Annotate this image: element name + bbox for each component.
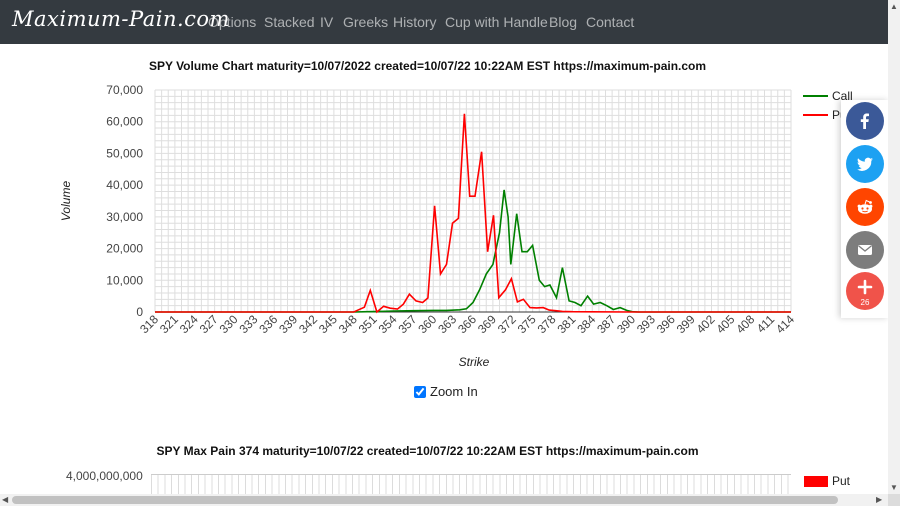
volume-chart-title: SPY Volume Chart maturity=10/07/2022 cre… bbox=[148, 59, 707, 73]
x-tick-label: 357 bbox=[395, 312, 419, 336]
scroll-left-icon[interactable]: ◀ bbox=[2, 495, 9, 504]
x-tick-label: 366 bbox=[455, 312, 479, 336]
x-tick-label: 327 bbox=[197, 312, 221, 336]
series-line-put bbox=[155, 113, 791, 314]
legend-label-call: Call bbox=[832, 89, 853, 103]
share-count: 26 bbox=[860, 298, 870, 307]
series-line-call bbox=[155, 189, 791, 313]
nav-options[interactable]: Options bbox=[208, 14, 257, 30]
max-pain-chart-plot bbox=[151, 474, 791, 495]
y-tick-label: 20,000 bbox=[106, 242, 143, 256]
y-tick-label: 10,000 bbox=[106, 273, 143, 287]
twitter-icon bbox=[857, 157, 873, 171]
top-navbar: Maximum-Pain.com Options Stacked IV Gree… bbox=[0, 0, 888, 44]
x-tick-label: 381 bbox=[554, 312, 578, 336]
x-tick-label: 354 bbox=[376, 312, 400, 336]
max-pain-y-tick: 4,000,000,000 bbox=[66, 469, 143, 483]
y-tick-label: 70,000 bbox=[106, 83, 143, 97]
x-tick-label: 342 bbox=[296, 312, 320, 336]
nav-greeks[interactable]: Greeks bbox=[343, 14, 389, 30]
twitter-share-button[interactable] bbox=[846, 145, 884, 183]
y-axis-title: Volume bbox=[59, 181, 73, 222]
horizontal-scroll-thumb[interactable] bbox=[12, 496, 838, 504]
x-axis-title: Strike bbox=[459, 355, 490, 369]
vertical-scrollbar[interactable]: ▲ ▼ bbox=[888, 0, 900, 494]
zoom-in-checkbox[interactable] bbox=[414, 385, 426, 398]
plus-icon bbox=[857, 279, 873, 295]
x-tick-label: 405 bbox=[713, 312, 737, 336]
nav-contact[interactable]: Contact bbox=[586, 14, 635, 30]
email-icon bbox=[858, 245, 872, 255]
x-tick-label: 363 bbox=[435, 312, 459, 336]
reddit-icon bbox=[857, 199, 873, 214]
put-legend-swatch bbox=[804, 476, 828, 487]
x-tick-label: 372 bbox=[495, 312, 519, 336]
x-tick-label: 324 bbox=[177, 312, 201, 336]
scrollbar-corner bbox=[888, 494, 900, 506]
share-sidebar: 26 bbox=[841, 100, 889, 318]
x-tick-label: 345 bbox=[316, 312, 340, 336]
brand-logo[interactable]: Maximum-Pain.com bbox=[12, 7, 230, 31]
x-tick-label: 408 bbox=[733, 312, 757, 336]
nav-blog[interactable]: Blog bbox=[549, 14, 578, 30]
x-tick-label: 375 bbox=[515, 312, 539, 336]
facebook-share-button[interactable] bbox=[846, 102, 884, 140]
x-tick-label: 402 bbox=[694, 312, 718, 336]
email-share-button[interactable] bbox=[846, 231, 884, 269]
scroll-right-icon[interactable]: ▶ bbox=[876, 495, 883, 504]
x-tick-label: 330 bbox=[217, 312, 241, 336]
x-tick-label: 390 bbox=[614, 312, 638, 336]
x-tick-label: 384 bbox=[574, 312, 598, 336]
facebook-icon bbox=[860, 113, 869, 129]
put-legend-label: Put bbox=[832, 474, 851, 488]
more-share-button[interactable] bbox=[846, 272, 884, 310]
y-tick-label: 40,000 bbox=[106, 178, 143, 192]
max-pain-chart-title: SPY Max Pain 374 maturity=10/07/22 creat… bbox=[156, 444, 699, 458]
x-tick-label: 414 bbox=[773, 312, 797, 336]
x-tick-label: 369 bbox=[475, 312, 499, 336]
x-tick-label: 333 bbox=[236, 312, 260, 336]
scroll-down-icon[interactable]: ▼ bbox=[890, 483, 898, 492]
nav-stacked[interactable]: Stacked bbox=[264, 14, 315, 30]
x-tick-label: 360 bbox=[415, 312, 439, 336]
x-tick-label: 378 bbox=[535, 312, 559, 336]
x-tick-label: 387 bbox=[594, 312, 618, 336]
y-tick-label: 0 bbox=[136, 305, 143, 319]
x-tick-label: 348 bbox=[336, 312, 360, 336]
y-tick-label: 60,000 bbox=[106, 115, 143, 129]
x-tick-label: 321 bbox=[157, 312, 181, 336]
y-tick-label: 30,000 bbox=[106, 210, 143, 224]
x-tick-label: 399 bbox=[674, 312, 698, 336]
x-tick-label: 393 bbox=[634, 312, 658, 336]
zoom-in-toggle[interactable]: Zoom In bbox=[414, 384, 478, 399]
scroll-up-icon[interactable]: ▲ bbox=[890, 2, 898, 11]
x-tick-label: 339 bbox=[276, 312, 300, 336]
x-tick-label: 396 bbox=[654, 312, 678, 336]
horizontal-scrollbar[interactable]: ◀ ▶ bbox=[0, 494, 888, 506]
nav-history[interactable]: History bbox=[393, 14, 437, 30]
x-tick-label: 351 bbox=[356, 312, 380, 336]
nav-cup-with-handle[interactable]: Cup with Handle bbox=[445, 14, 548, 30]
reddit-share-button[interactable] bbox=[846, 188, 884, 226]
zoom-in-label: Zoom In bbox=[430, 384, 478, 399]
nav-iv[interactable]: IV bbox=[320, 14, 334, 30]
x-tick-label: 336 bbox=[256, 312, 280, 336]
volume-chart: 0 10,000 20,000 30,000 40,000 50,000 60,000 70,… bbox=[59, 83, 853, 369]
x-tick-label: 411 bbox=[754, 312, 778, 336]
y-tick-label: 50,000 bbox=[106, 146, 143, 160]
